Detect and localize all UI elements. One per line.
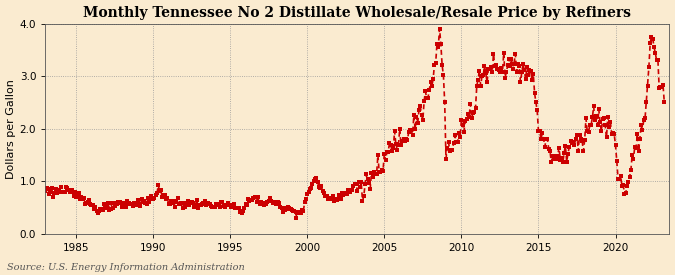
Title: Monthly Tennessee No 2 Distillate Wholesale/Resale Price by Refiners: Monthly Tennessee No 2 Distillate Wholes… [83, 6, 631, 20]
Y-axis label: Dollars per Gallon: Dollars per Gallon [5, 79, 16, 179]
Text: Source: U.S. Energy Information Administration: Source: U.S. Energy Information Administ… [7, 263, 244, 272]
